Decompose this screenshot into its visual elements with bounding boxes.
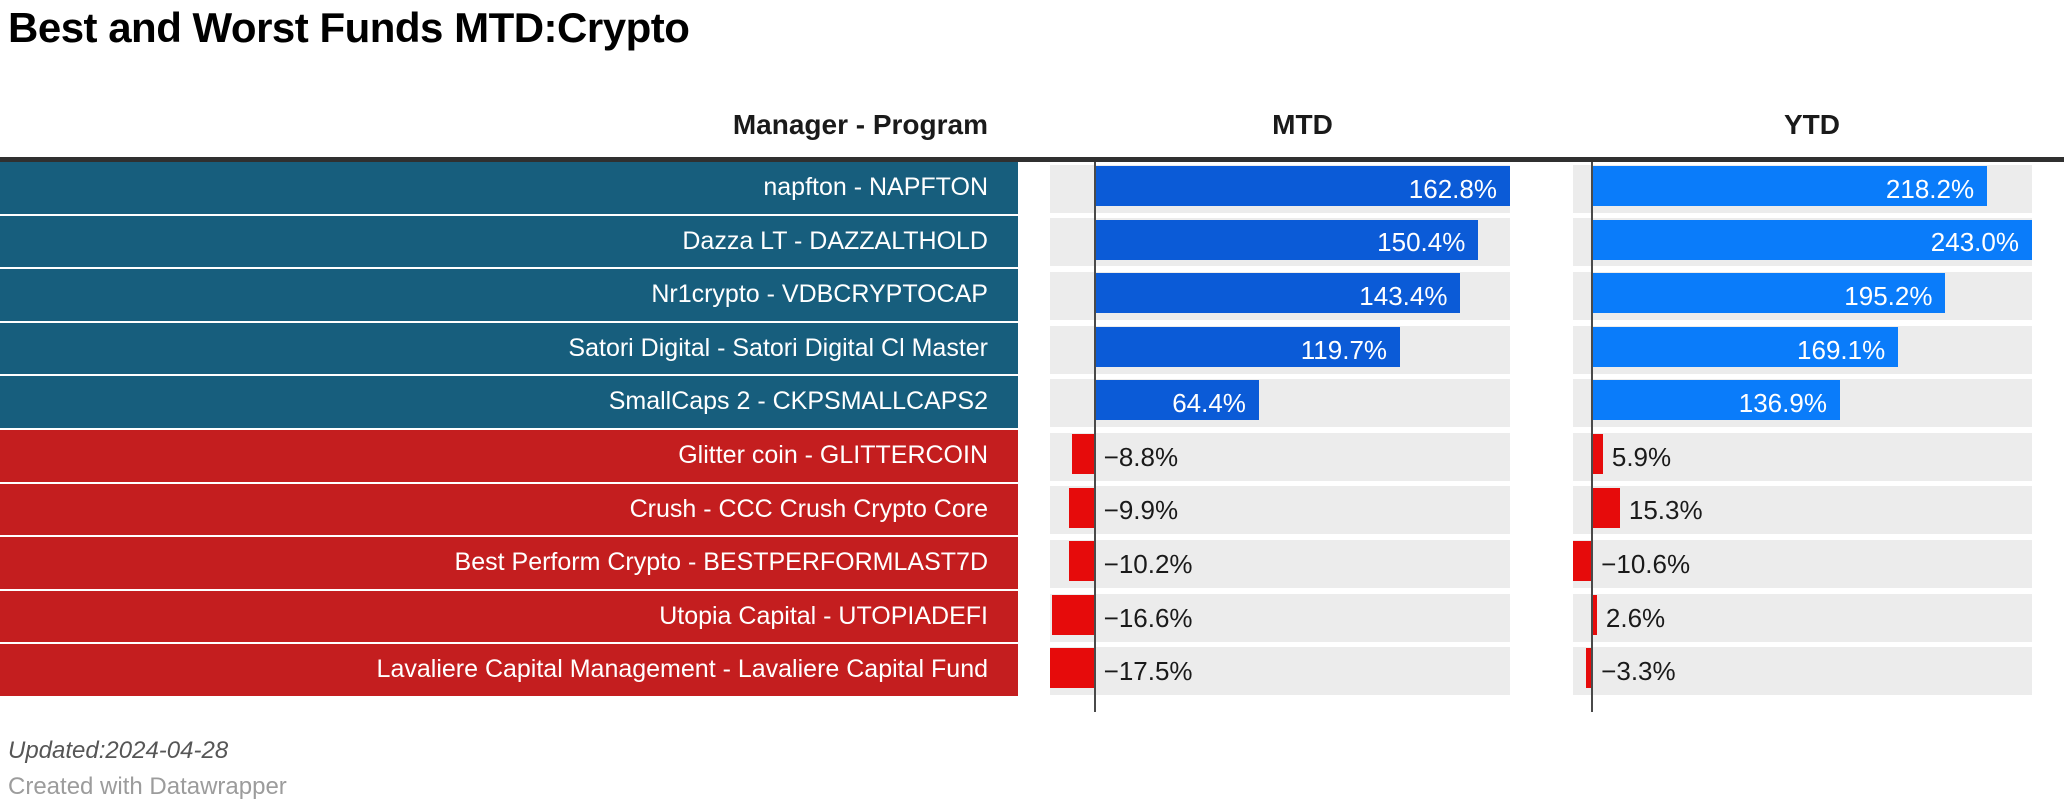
- column-header-ytd: YTD: [1784, 109, 1840, 140]
- mtd-value-bar: [1094, 219, 1479, 260]
- ytd-bar-track: [1573, 539, 2032, 588]
- ytd-value-bar: [1592, 166, 1988, 206]
- ytd-value-label: 15.3%: [1628, 495, 1703, 526]
- mtd-value-label: −10.2%: [1103, 548, 1193, 579]
- ytd-value-bar: [1592, 380, 1840, 421]
- mtd-bar-track: [1050, 539, 1510, 588]
- updated-timestamp: Updated:2024-04-28: [8, 737, 229, 764]
- ytd-zero-axis-line: [1591, 162, 1594, 712]
- mtd-value-label: 162.8%: [1408, 173, 1497, 204]
- ytd-value-bar: [1592, 433, 1603, 474]
- mtd-value-label: −9.9%: [1103, 495, 1179, 526]
- table-row: Glitter coin - GLITTERCOIN −8.8% 5.9%: [0, 429, 2064, 484]
- table-row: Satori Digital - Satori Digital Cl Maste…: [0, 322, 2064, 377]
- table-row: SmallCaps 2 - CKPSMALLCAPS2 64.4% 136.9%: [0, 376, 2064, 430]
- mtd-value-label: −17.5%: [1103, 656, 1193, 687]
- mtd-value-bar: [1050, 648, 1095, 689]
- row-label-manager-program: Dazza LT - DAZZALTHOLD: [0, 215, 1018, 268]
- mtd-value-label: 64.4%: [1172, 388, 1246, 419]
- mtd-value-label: −16.6%: [1103, 602, 1193, 633]
- table-row: Best Perform Crypto - BESTPERFORMLAST7D −…: [0, 537, 2064, 591]
- mtd-value-label: 143.4%: [1359, 280, 1448, 311]
- ytd-bar-track: [1573, 593, 2032, 642]
- ytd-value-label: 218.2%: [1885, 173, 1975, 204]
- ytd-value-bar: [1592, 594, 1597, 635]
- ytd-value-bar: [1592, 219, 2032, 260]
- mtd-bar-track: [1050, 432, 1510, 481]
- ytd-value-bar: [1592, 487, 1620, 528]
- mtd-value-bar: [1069, 487, 1095, 528]
- table-row: napfton - NAPFTON 162.8% 218.2%: [0, 162, 2064, 216]
- ytd-value-label: 243.0%: [1930, 227, 2019, 258]
- row-label-manager-program: Glitter coin - GLITTERCOIN: [0, 429, 1018, 482]
- ytd-value-label: −10.6%: [1601, 548, 1691, 579]
- row-label-manager-program: napfton - NAPFTON: [0, 162, 1018, 214]
- mtd-value-bar: [1072, 433, 1095, 474]
- ytd-value-label: −3.3%: [1601, 656, 1676, 687]
- ytd-value-bar: [1592, 273, 1946, 314]
- mtd-value-bar: [1094, 273, 1461, 314]
- row-label-manager-program: Best Perform Crypto - BESTPERFORMLAST7D: [0, 537, 1018, 589]
- mtd-bar-track: [1050, 647, 1510, 696]
- mtd-value-bar: [1094, 166, 1510, 206]
- ytd-bar-track: [1573, 486, 2032, 535]
- ytd-value-label: 169.1%: [1797, 334, 1886, 365]
- ytd-value-bar: [1573, 541, 1593, 582]
- mtd-value-bar: [1094, 380, 1259, 421]
- datawrapper-credit: Created with Datawrapper: [8, 773, 287, 800]
- ytd-value-label: 2.6%: [1605, 602, 1666, 633]
- table-row: Dazza LT - DAZZALTHOLD 150.4% 243.0%: [0, 215, 2064, 270]
- table-row: Crush - CCC Crush Crypto Core −9.9% 15.3%: [0, 483, 2064, 538]
- column-header-mtd: MTD: [1272, 109, 1333, 140]
- mtd-value-label: −8.8%: [1103, 441, 1179, 472]
- table-rows: napfton - NAPFTON 162.8% 218.2% Dazza LT - …: [0, 162, 2064, 698]
- table-row: Utopia Capital - UTOPIADEFI −16.6% 2.6%: [0, 590, 2064, 645]
- row-label-manager-program: Lavaliere Capital Management - Lavaliere…: [0, 644, 1018, 696]
- row-label-manager-program: Crush - CCC Crush Crypto Core: [0, 483, 1018, 536]
- ytd-bar-track: [1573, 647, 2032, 696]
- ytd-value-bar: [1592, 326, 1899, 367]
- row-label-manager-program: Nr1crypto - VDBCRYPTOCAP: [0, 269, 1018, 321]
- column-header-manager-program: Manager - Program: [732, 109, 988, 140]
- mtd-value-bar: [1094, 326, 1401, 367]
- row-label-manager-program: SmallCaps 2 - CKPSMALLCAPS2: [0, 376, 1018, 428]
- chart-title: Best and Worst Funds MTD:Crypto: [8, 4, 690, 51]
- ytd-bar-track: [1573, 432, 2032, 481]
- row-label-manager-program: Satori Digital - Satori Digital Cl Maste…: [0, 322, 1018, 375]
- row-label-manager-program: Utopia Capital - UTOPIADEFI: [0, 590, 1018, 643]
- ytd-value-label: 136.9%: [1738, 388, 1827, 419]
- mtd-bar-track: [1050, 593, 1510, 642]
- mtd-value-bar: [1068, 541, 1095, 582]
- fund-table: napfton - NAPFTON 162.8% 218.2% Dazza LT - …: [0, 157, 2064, 717]
- ytd-value-bar: [1586, 648, 1593, 689]
- ytd-value-label: 5.9%: [1611, 441, 1672, 472]
- table-row: Lavaliere Capital Management - Lavaliere…: [0, 644, 2064, 698]
- ytd-value-label: 195.2%: [1844, 280, 1933, 311]
- table-top-border: [0, 157, 2064, 162]
- mtd-value-label: 119.7%: [1300, 334, 1388, 365]
- mtd-bar-track: [1050, 486, 1510, 535]
- mtd-value-label: 150.4%: [1377, 227, 1466, 258]
- table-row: Nr1crypto - VDBCRYPTOCAP 143.4% 195.2%: [0, 269, 2064, 323]
- mtd-value-bar: [1052, 594, 1095, 635]
- mtd-zero-axis-line: [1093, 162, 1096, 712]
